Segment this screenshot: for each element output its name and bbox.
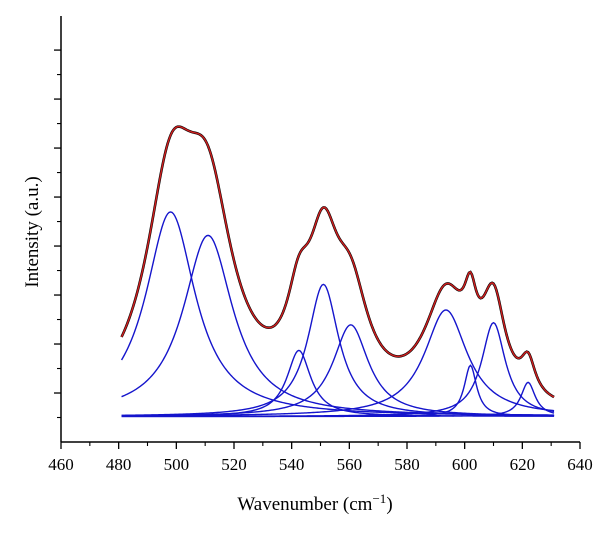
x-tick-label: 560 <box>337 455 363 474</box>
x-tick-label: 540 <box>279 455 305 474</box>
component-curve-3 <box>121 349 555 417</box>
x-axis-title: Wavenumber (cm−1) <box>237 491 392 515</box>
tick-labels: 460 480 500 520 540 560 580 600 620 640 <box>48 455 593 474</box>
x-tick-label: 500 <box>164 455 190 474</box>
component-curve-8 <box>121 321 555 417</box>
fit-envelope-line <box>120 125 555 398</box>
component-curve-9 <box>121 381 555 418</box>
x-tick-label: 640 <box>567 455 593 474</box>
y-axis-title: Intensity (a.u.) <box>22 176 43 287</box>
x-tick-label: 620 <box>510 455 536 474</box>
component-curve-6 <box>121 309 555 417</box>
component-curve-5 <box>121 324 555 417</box>
x-tick-label: 520 <box>221 455 247 474</box>
x-tick-label: 460 <box>48 455 74 474</box>
axes <box>60 16 580 443</box>
component-curve-1 <box>120 211 555 416</box>
tick-marks <box>54 49 581 449</box>
component-curves <box>120 211 555 418</box>
x-tick-label: 580 <box>394 455 420 474</box>
x-tick-label: 600 <box>452 455 478 474</box>
x-tick-label: 480 <box>106 455 132 474</box>
measured-spectrum-line <box>120 125 555 399</box>
fit-envelope <box>120 125 555 399</box>
